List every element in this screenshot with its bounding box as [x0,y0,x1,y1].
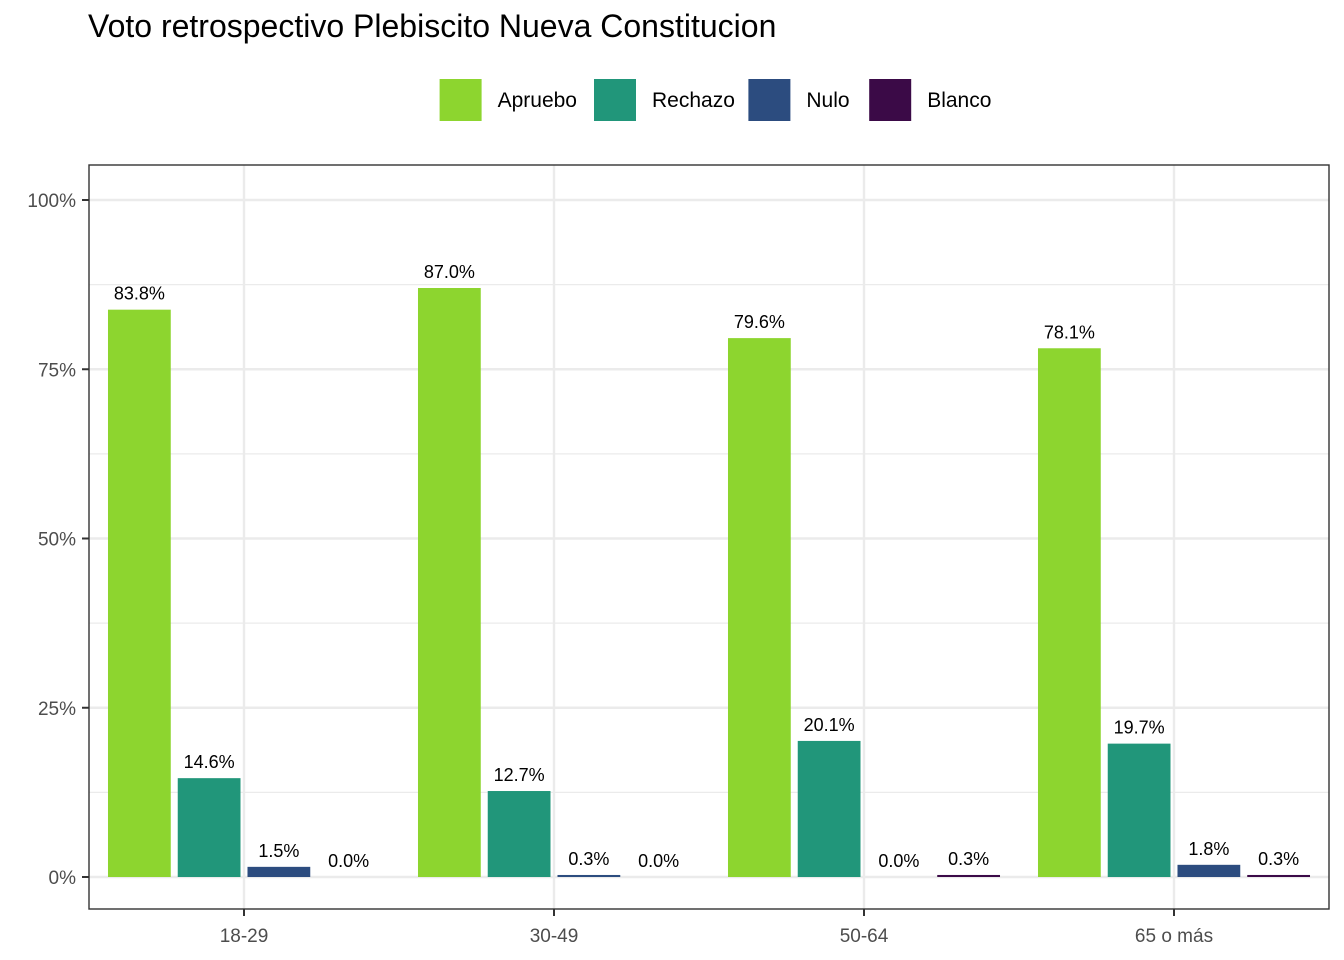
y-tick-label: 25% [38,699,76,720]
legend-label: Nulo [806,89,849,112]
bar [1177,864,1241,877]
y-tick-label: 75% [38,360,76,381]
data-label: 0.0% [638,851,679,871]
data-label: 1.8% [1188,839,1229,859]
data-label: 79.6% [734,312,785,332]
legend-key [594,79,636,121]
legend-key [869,79,912,121]
bar [417,288,481,877]
y-tick-label: 50% [38,530,76,551]
bar [247,866,311,877]
data-label: 1.5% [258,841,299,861]
legend-label: Apruebo [498,89,577,112]
data-label: 0.0% [328,851,369,871]
data-label: 19.7% [1114,718,1165,738]
legend: Apruebo Rechazo Nulo Blanco [439,79,991,121]
bar [107,309,171,877]
bar [177,778,241,877]
legend-key [748,79,791,121]
data-label: 0.3% [568,849,609,869]
data-label: 0.3% [1258,849,1299,869]
data-label: 0.3% [948,849,989,869]
data-label: 14.6% [184,752,235,772]
data-label: 83.8% [114,284,165,304]
data-label: 0.0% [878,851,919,871]
bar [1037,348,1101,877]
x-tick-label: 30-49 [530,926,579,947]
bar [1247,874,1311,877]
x-tick-label: 18-29 [220,926,269,947]
bar [797,740,861,877]
x-tick-label: 65 o más [1135,926,1213,947]
chart-title: Voto retrospectivo Plebiscito Nueva Cons… [88,8,777,44]
legend-label: Blanco [927,89,991,112]
data-label: 20.1% [804,715,855,735]
data-label: 87.0% [424,262,475,282]
data-label: 12.7% [494,765,545,785]
bar [487,791,551,877]
bar [937,874,1001,877]
bar [1107,743,1171,877]
y-tick-label: 100% [27,191,76,212]
plot-panel: 0% 25% 50% 75% 100% 83.8% 87.0% 79.6% 78.1% 14.6%… [27,164,1330,947]
data-label: 78.1% [1044,322,1095,342]
x-tick-label: 50-64 [840,926,889,947]
panel-border [88,164,1330,910]
y-tick-label: 0% [49,868,77,889]
bar [727,338,791,877]
legend-key [439,79,482,121]
legend-label: Rechazo [652,89,735,112]
bar [557,874,621,877]
